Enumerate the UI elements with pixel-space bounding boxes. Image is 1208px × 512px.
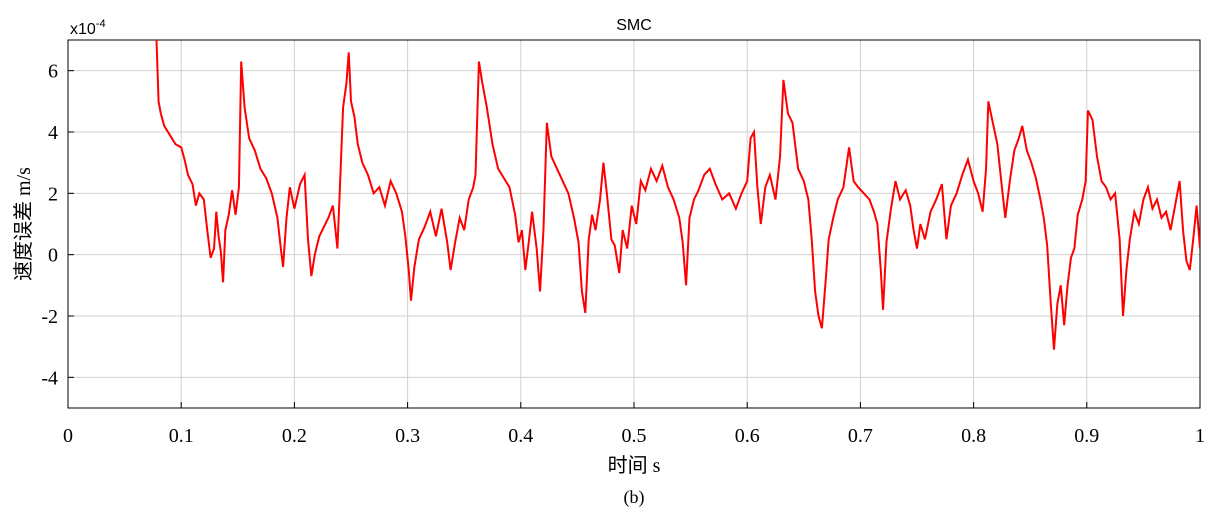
plot-border bbox=[67, 39, 1201, 409]
y-tick-label: -2 bbox=[41, 306, 58, 328]
data-line bbox=[155, 40, 1200, 350]
x-tick-label: 0.1 bbox=[169, 425, 194, 447]
x-axis-label: 时间 s bbox=[608, 454, 661, 477]
x-tick-label: 1 bbox=[1195, 425, 1205, 447]
x-tick-label: 0.7 bbox=[848, 425, 873, 447]
y-multiplier: x10-4 bbox=[70, 18, 106, 38]
caption: (b) bbox=[624, 487, 645, 508]
x-tick-label: 0.4 bbox=[508, 425, 533, 447]
y-tick-label: 0 bbox=[48, 245, 58, 267]
x-tick-label: 0.2 bbox=[282, 425, 307, 447]
x-tick-label: 0.8 bbox=[961, 425, 986, 447]
x-tick-label: 0.6 bbox=[735, 425, 760, 447]
y-tick-label: -4 bbox=[41, 367, 58, 389]
x-tick-label: 0.3 bbox=[395, 425, 420, 447]
chart-title: SMC bbox=[616, 17, 652, 34]
y-tick-label: 6 bbox=[48, 61, 58, 83]
x-tick-label: 0.5 bbox=[622, 425, 647, 447]
y-tick-label: 2 bbox=[48, 183, 58, 205]
y-axis-label: 速度误差 m/s bbox=[12, 167, 35, 281]
y-multiplier-base: x10 bbox=[70, 21, 96, 38]
y-tick-label: 4 bbox=[48, 122, 58, 144]
y-multiplier-exponent: -4 bbox=[96, 18, 106, 30]
x-tick-label: 0 bbox=[63, 425, 73, 447]
x-tick-label: 0.9 bbox=[1074, 425, 1099, 447]
